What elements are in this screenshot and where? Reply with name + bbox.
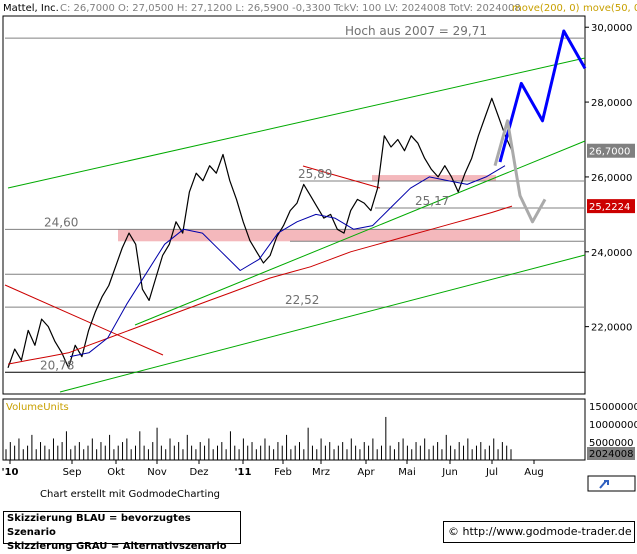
red-trend-line: [4, 284, 164, 356]
time-axis-tick-label: Feb: [274, 467, 292, 478]
red-wedge-line: [302, 165, 381, 189]
chart-tool-icon[interactable]: [587, 475, 636, 492]
time-axis-tick-label: Jun: [441, 467, 458, 478]
time-axis-tick-label: Mrz: [312, 467, 330, 478]
time-axis-tick-label: '11: [235, 467, 252, 478]
time-axis-tick-label: Nov: [147, 467, 167, 478]
series-line-4: [498, 29, 587, 163]
legend-ma200-label: move(200, 0): [512, 3, 580, 14]
series-line-5: [493, 119, 547, 224]
horizontal-level-label: Hoch aus 2007 = 29,71: [345, 24, 487, 38]
series-line-3: [69, 165, 506, 358]
volume-axis-tick-label: 15000000: [589, 402, 637, 413]
price-axis-tick-label: 28,0000: [591, 98, 632, 109]
price-axis-tick-label: 24,0000: [591, 248, 632, 259]
horizontal-level-label: 25,17: [415, 194, 449, 208]
time-axis-tick-label: Mai: [398, 467, 416, 478]
time-axis-tick-label: Aug: [524, 467, 544, 478]
volume-plot-frame: [2, 398, 586, 461]
time-axis-tick-label: '10: [2, 467, 19, 478]
volume-label: VolumeUnits: [6, 402, 69, 413]
horizontal-level-label: 22,52: [285, 293, 319, 307]
price-tag-label: 25,2224: [589, 202, 630, 213]
horizontal-level-label: 25,89: [298, 167, 332, 181]
price-axis-tick-label: 30,0000: [591, 23, 632, 34]
header-instrument: Mattel, Inc.: [3, 3, 59, 14]
horizontal-level-label: 20,78: [40, 358, 74, 372]
time-axis-tick-label: Sep: [63, 467, 82, 478]
header-quote: C: 26,7000 O: 27,0500 H: 27,1200 L: 26,5…: [60, 3, 521, 14]
horizontal-level-label: 24,60: [44, 215, 78, 229]
price-axis-tick-label: 26,0000: [591, 173, 632, 184]
source-url-text[interactable]: © http://www.godmode-trader.de: [448, 525, 632, 538]
price-axis-tick-label: 22,0000: [591, 323, 632, 334]
time-axis-tick-label: Apr: [357, 467, 375, 478]
resistance-zone: [118, 229, 520, 242]
time-axis-tick-label: Okt: [107, 467, 125, 478]
price-plot-frame: [2, 15, 586, 395]
legend-ma50-label: move(50, 0): [583, 3, 637, 14]
chart-credit: Chart erstellt mit GodmodeCharting: [40, 489, 220, 500]
volume-last-tag-label: 2024008: [589, 449, 634, 460]
volume-last-tag-box: [587, 447, 635, 460]
price-tag-label: 26,7000: [589, 147, 630, 158]
time-axis-tick-label: Dez: [189, 467, 208, 478]
channel-lower-line: [59, 254, 586, 393]
legend-blue-scenario: Skizzierung BLAU = bevorzugtes Szenario: [7, 513, 191, 538]
price-tag-box: [587, 199, 635, 214]
trend-channel: [4, 57, 586, 393]
series-line-2: [7, 205, 513, 365]
volume-axis-tick-label: 10000000: [589, 420, 637, 431]
volume-axis-tick-label: 5000000: [589, 438, 634, 449]
source-url-link[interactable]: © http://www.godmode-trader.de: [443, 521, 635, 543]
scenario-legend: Skizzierung BLAU = bevorzugtes Szenario …: [3, 511, 241, 552]
legend-grey-scenario: Skizzierung GRAU = Alternativszenario: [7, 541, 227, 552]
channel-middle-line: [134, 140, 586, 326]
channel-upper-line: [7, 57, 586, 189]
price-tag-box: [587, 143, 635, 158]
time-axis-tick-label: Jul: [485, 467, 498, 478]
